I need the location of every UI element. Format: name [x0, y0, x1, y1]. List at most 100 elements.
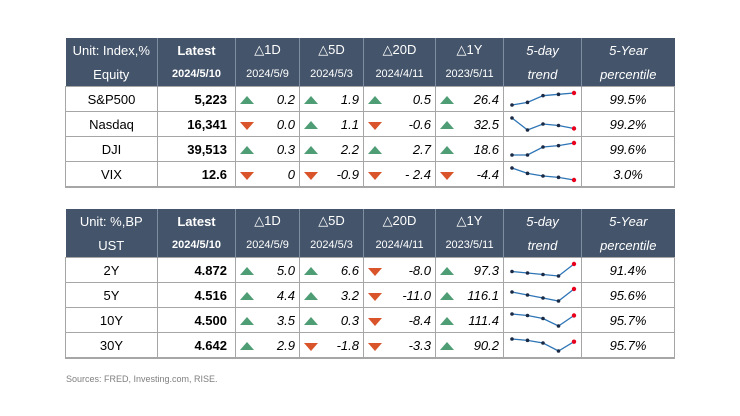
ust-header-row-1: Unit: %,BP Latest △1D △5D △20D △1Y 5-day…	[65, 209, 675, 233]
up-triangle-icon	[304, 316, 318, 325]
ust-percentile-header-2: percentile	[581, 233, 675, 258]
up-triangle-icon	[440, 316, 454, 325]
trend-point	[509, 166, 514, 170]
change-y1-value: 26.4	[473, 91, 499, 107]
change-d20-cell: 0.5	[363, 86, 436, 112]
percentile-value: 99.6%	[581, 136, 675, 162]
change-d1-cell: 5.0	[235, 257, 300, 283]
row-label: 30Y	[65, 332, 158, 359]
ust-1d-date: 2024/5/9	[235, 233, 300, 258]
change-d5-cell: 1.9	[299, 86, 364, 112]
trend-sparkline	[509, 166, 576, 183]
change-y1-value: 18.6	[473, 141, 499, 157]
change-d20-value: -3.3	[408, 337, 431, 353]
ust-row: 10Y 4.500 3.5 0.3 -8.4 111.4 95.7%	[65, 307, 675, 333]
trend-point	[509, 312, 514, 316]
down-triangle-icon	[368, 292, 382, 301]
trend-point	[509, 290, 514, 294]
row-label: 5Y	[65, 282, 158, 308]
change-d20-cell: -8.4	[363, 307, 436, 333]
up-triangle-icon	[440, 266, 454, 275]
change-d20-value: -8.4	[408, 312, 431, 328]
change-d1-value: 5.0	[276, 262, 295, 278]
ust-1y-header: △1Y	[435, 209, 504, 233]
equity-20d-date: 2024/4/11	[363, 62, 436, 87]
equity-5d-date: 2024/5/3	[299, 62, 364, 87]
percentile-value: 95.7%	[581, 332, 675, 359]
up-triangle-icon	[368, 145, 382, 154]
percentile-value: 91.4%	[581, 257, 675, 283]
latest-value: 4.516	[157, 282, 236, 308]
change-y1-value: -4.4	[476, 166, 499, 182]
change-y1-cell: 111.4	[435, 307, 504, 333]
percentile-value: 99.2%	[581, 111, 675, 137]
change-d5-cell: 2.2	[299, 136, 364, 162]
change-d1-cell: 0	[235, 161, 300, 188]
trend-point	[571, 313, 576, 318]
change-y1-value: 111.4	[468, 312, 499, 328]
row-label: 2Y	[65, 257, 158, 283]
trend-point	[571, 339, 576, 344]
up-triangle-icon	[440, 95, 454, 104]
up-triangle-icon	[240, 266, 254, 275]
source-note: Sources: FRED, Investing.com, RISE.	[66, 374, 218, 384]
change-d1-value: 4.4	[276, 287, 295, 303]
down-triangle-icon	[240, 171, 254, 180]
trend-point	[509, 103, 514, 107]
trend-point	[540, 174, 545, 178]
ust-unit-header: Unit: %,BP	[65, 209, 158, 233]
change-d20-value: 0.5	[412, 91, 431, 107]
up-triangle-icon	[304, 145, 318, 154]
change-y1-cell: 97.3	[435, 257, 504, 283]
ust-latest-header: Latest	[157, 209, 236, 233]
up-triangle-icon	[304, 120, 318, 129]
row-label: DJI	[65, 136, 158, 162]
ust-5d-header: △5D	[299, 209, 364, 233]
equity-latest-date: 2024/5/10	[157, 62, 236, 87]
latest-value: 16,341	[157, 111, 236, 137]
trend-point	[556, 299, 560, 303]
trend-line	[511, 167, 574, 181]
change-d1-cell: 0.3	[235, 136, 300, 162]
up-triangle-icon	[304, 95, 318, 104]
change-y1-value: 90.2	[473, 337, 499, 353]
equity-percentile-header: 5-Year	[581, 38, 675, 62]
row-label: Nasdaq	[65, 111, 158, 137]
trend-point	[525, 338, 529, 343]
change-d1-cell: 4.4	[235, 282, 300, 308]
trend-point	[525, 313, 529, 318]
equity-percentile-header-2: percentile	[581, 62, 675, 87]
change-y1-cell: 26.4	[435, 86, 504, 112]
ust-row: 2Y 4.872 5.0 6.6 -8.0 97.3 91.4%	[65, 257, 675, 283]
equity-row: Nasdaq 16,341 0.0 1.1 -0.6 32.5 99.2%	[65, 111, 675, 137]
equity-trend-header-2: trend	[503, 62, 582, 87]
trend-point	[525, 293, 529, 297]
change-d1-value: 0.2	[276, 91, 295, 107]
trend-point	[540, 316, 545, 321]
change-d1-value: 0.0	[276, 116, 295, 132]
trend-point	[509, 337, 514, 341]
trend-sparkline-cell	[503, 161, 582, 188]
percentile-value: 99.5%	[581, 86, 675, 112]
trend-sparkline	[509, 286, 576, 303]
change-d20-value: -11.0	[402, 287, 431, 303]
down-triangle-icon	[368, 267, 382, 276]
down-triangle-icon	[440, 171, 454, 180]
change-d5-value: 1.1	[340, 116, 359, 132]
change-d1-value: 2.9	[276, 337, 295, 353]
change-d5-cell: -1.8	[299, 332, 364, 359]
trend-point	[525, 153, 529, 157]
equity-header-row-2: Equity 2024/5/10 2024/5/9 2024/5/3 2024/…	[65, 62, 675, 87]
down-triangle-icon	[304, 342, 318, 351]
up-triangle-icon	[440, 120, 454, 129]
change-d5-value: 0.3	[340, 312, 359, 328]
up-triangle-icon	[240, 341, 254, 350]
trend-point	[556, 92, 560, 97]
change-d20-value: 2.7	[412, 141, 431, 157]
latest-value: 4.500	[157, 307, 236, 333]
change-d5-value: 6.6	[340, 262, 359, 278]
up-triangle-icon	[440, 291, 454, 300]
trend-point	[509, 116, 514, 120]
trend-point	[525, 100, 529, 105]
change-y1-value: 32.5	[473, 116, 499, 132]
